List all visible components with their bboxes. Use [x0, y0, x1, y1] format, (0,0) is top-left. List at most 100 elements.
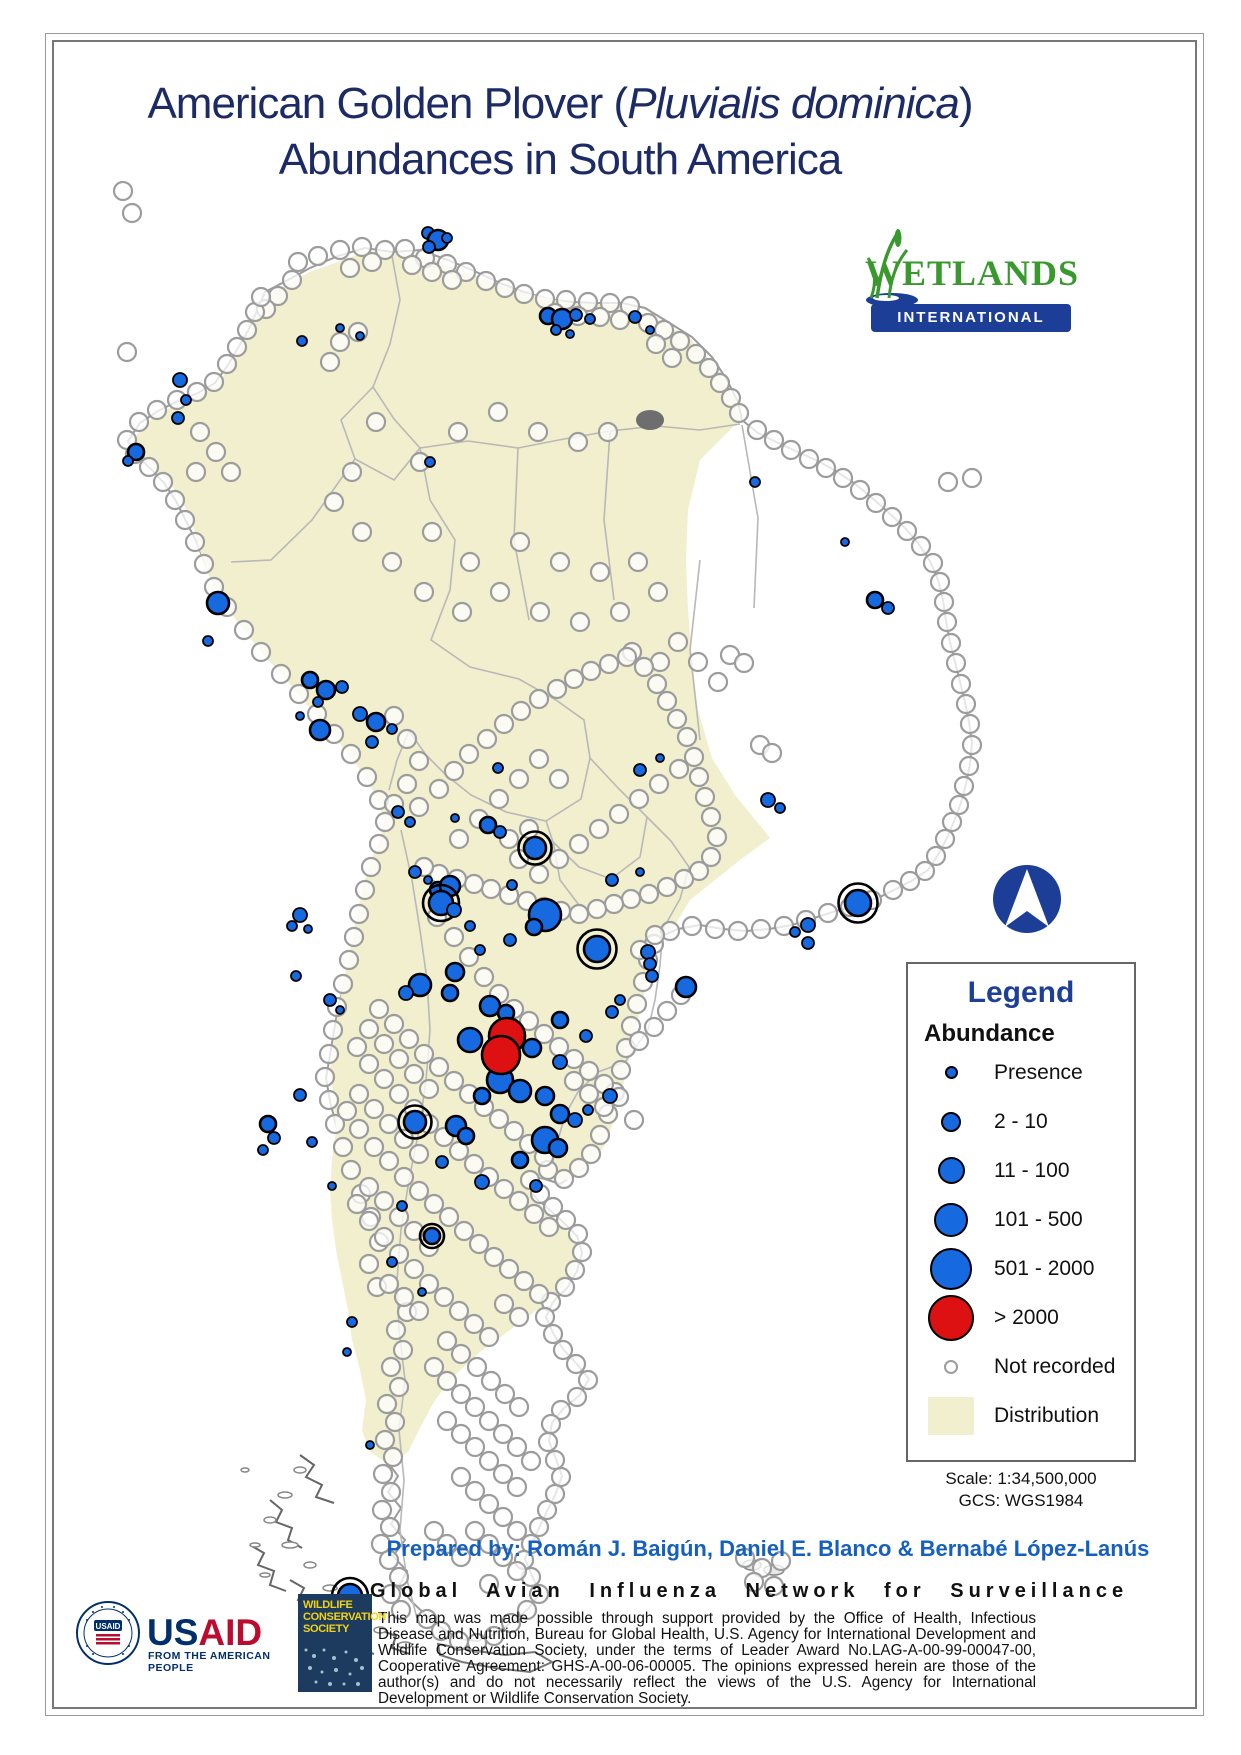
not-recorded-dot: [544, 1483, 566, 1505]
not-recorded-dot: [694, 786, 716, 808]
not-recorded-dot: [656, 690, 678, 712]
not-recorded-dot: [473, 966, 495, 988]
abundance-dot: [391, 805, 405, 819]
not-recorded-dot: [746, 419, 768, 441]
not-recorded-dot: [548, 768, 570, 790]
legend-item: Not recorded: [908, 1342, 1134, 1391]
not-recorded-dot: [372, 1463, 394, 1485]
not-recorded-dot: [138, 456, 160, 478]
not-recorded-dot: [555, 1209, 577, 1231]
abundance-dot-icon: [930, 1247, 972, 1290]
abundance-dot-ring: [418, 1222, 446, 1250]
abundance-dot: [569, 308, 583, 322]
abundance-dot: [172, 372, 188, 388]
not-recorded-dot: [492, 1546, 514, 1568]
not-recorded-dot: [666, 708, 688, 730]
not-recorded-dot: [523, 1203, 545, 1225]
not-recorded-dot: [185, 461, 207, 483]
legend-item-label: 101 - 500: [994, 1207, 1083, 1231]
not-recorded-dot: [348, 903, 370, 925]
legend-item: Presence: [908, 1048, 1134, 1097]
not-recorded-dot: [374, 811, 396, 833]
page-frame-outer: [45, 33, 1204, 1716]
not-recorded-dot: [578, 1083, 600, 1105]
not-recorded-dot: [392, 1339, 414, 1361]
not-recorded-dot: [586, 898, 608, 920]
not-recorded-dot: [706, 826, 728, 848]
page-frame-inner: [52, 40, 1197, 1709]
not-recorded-dot: [489, 581, 511, 603]
wcs-logo: WILDLIFE CONSERVATION SOCIETY: [298, 1594, 386, 1692]
not-recorded-dot: [599, 292, 621, 314]
not-recorded-dot: [450, 1466, 472, 1488]
not-recorded-dot: [363, 1136, 385, 1158]
abundance-dot: [323, 993, 337, 1007]
not-recorded-dot: [332, 1136, 354, 1158]
gcs-text: GCS: WGS1984: [958, 1491, 1084, 1510]
abundance-dot: [422, 1226, 442, 1246]
abundance-dot: [386, 723, 398, 735]
abundance-dot-icon: [934, 1202, 968, 1237]
not-recorded-dot: [643, 1016, 665, 1038]
abundance-dot: [290, 970, 302, 982]
not-recorded-dot: [338, 949, 360, 971]
not-recorded-dot: [403, 1258, 425, 1280]
not-recorded-dot: [365, 411, 387, 433]
not-recorded-dot: [428, 1056, 450, 1078]
abundance-dot: [510, 1150, 530, 1170]
abundance-dot: [865, 590, 885, 610]
not-recorded-dot: [430, 1620, 452, 1642]
abundance-dot-ring: [421, 883, 461, 923]
abundance-dot: [267, 1131, 281, 1145]
legend-item: Distribution: [908, 1391, 1134, 1440]
abundance-dot: [506, 879, 518, 891]
not-recorded-dot: [568, 833, 590, 855]
not-recorded-dot: [403, 1220, 425, 1242]
legend-item-label: Not recorded: [994, 1354, 1116, 1378]
not-recorded-dot: [948, 794, 970, 816]
not-recorded-dot: [780, 439, 802, 461]
not-recorded-dot: [577, 1369, 599, 1391]
abundance-dot: [258, 1114, 278, 1134]
not-recorded-dot: [687, 651, 709, 673]
not-recorded-dot: [550, 1466, 572, 1488]
usaid-seal-icon: USAID: [76, 1601, 140, 1665]
abundance-dot: [407, 972, 433, 998]
abundance-dot: [286, 920, 298, 932]
wcs-text: WILDLIFE CONSERVATION SOCIETY: [303, 1599, 387, 1635]
usaid-wordmark: USAID: [147, 1612, 263, 1653]
legend-item-label: 11 - 100: [994, 1158, 1070, 1182]
not-recorded-dot: [478, 1410, 500, 1432]
abundance-dot: [365, 735, 379, 749]
not-recorded-dot: [953, 775, 975, 797]
not-recorded-dot: [533, 1023, 555, 1045]
not-recorded-dot: [393, 1286, 415, 1308]
abundance-dot: [398, 985, 414, 1001]
usaid-logo: USAID USAID FROM THE AMERICAN PEOPLE: [75, 1600, 290, 1710]
abundance-dot: [315, 679, 337, 701]
not-recorded-dot: [358, 1053, 380, 1075]
abundance-dot: [408, 865, 422, 879]
not-recorded-dot: [164, 489, 186, 511]
not-recorded-dot: [318, 1089, 340, 1111]
not-recorded-dot: [704, 918, 726, 940]
not-recorded-dot: [478, 1450, 500, 1472]
not-recorded-dot: [287, 251, 309, 273]
abundance-dot: [614, 994, 626, 1006]
abundance-dot: [464, 920, 476, 932]
not-recorded-dot: [480, 878, 502, 900]
not-recorded-dot: [478, 1533, 500, 1555]
abundance-dot: [579, 1029, 593, 1043]
wcs-map-speckles-icon: [304, 1648, 364, 1686]
not-recorded-dot: [698, 357, 720, 379]
not-recorded-dot: [380, 1583, 402, 1605]
not-recorded-dot: [598, 653, 620, 675]
not-recorded-dot: [645, 333, 667, 355]
not-recorded-dot: [589, 561, 611, 583]
not-recorded-dot: [644, 924, 666, 946]
not-recorded-dot: [324, 1113, 346, 1135]
not-recorded-dot: [763, 429, 785, 451]
not-recorded-dot: [464, 1396, 486, 1418]
not-recorded-dot: [438, 1206, 460, 1228]
not-recorded-dot: [865, 492, 887, 514]
